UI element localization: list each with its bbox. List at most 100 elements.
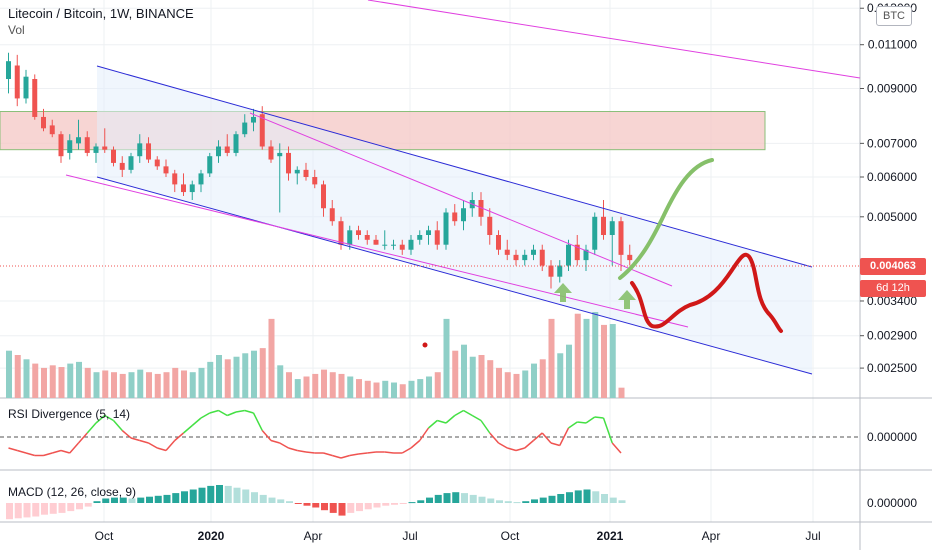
candle-body: [478, 200, 484, 217]
volume-bar: [137, 369, 144, 398]
rsi-segment: [104, 414, 114, 422]
volume-bar: [154, 373, 161, 398]
rsi-segment: [112, 420, 123, 431]
candle-body: [286, 152, 291, 174]
volume-bar: [391, 382, 397, 398]
rsi-segment: [541, 432, 552, 444]
macd-bar: [294, 503, 302, 504]
candle-body: [111, 149, 116, 163]
macd-bar: [461, 493, 468, 503]
candlesticks: [6, 52, 633, 289]
rsi-segment: [157, 447, 167, 452]
volume-bar: [618, 387, 625, 398]
rsi-segment: [349, 453, 359, 457]
candle-body: [49, 125, 55, 135]
macd-bar: [496, 500, 503, 503]
rsi-segment: [130, 437, 140, 442]
macd-bar: [41, 503, 48, 515]
rsi-segment: [270, 439, 280, 444]
volume-bar: [294, 379, 301, 398]
rsi-segment: [25, 452, 35, 457]
rsi-segment: [17, 449, 27, 454]
candle-body: [23, 76, 29, 99]
candle-body: [443, 212, 449, 245]
volume-bar: [557, 353, 564, 398]
candle-body: [154, 159, 160, 167]
volume-bar: [259, 348, 266, 398]
y-tick-label: 0.005000: [867, 210, 917, 224]
volume-bar: [347, 376, 354, 398]
rsi-segment: [121, 429, 132, 439]
macd-bar: [513, 502, 521, 504]
macd-bar: [452, 492, 460, 503]
volume-bar: [566, 344, 572, 398]
candle-body: [452, 212, 458, 222]
candle-body: [102, 146, 108, 150]
volume-bar: [172, 367, 179, 398]
candle-body: [32, 79, 38, 117]
rsi-segment: [139, 439, 149, 444]
macd-bar: [137, 497, 145, 503]
volume-bar: [434, 372, 441, 398]
rsi-segment: [384, 451, 394, 454]
candle-body: [356, 230, 361, 236]
volume-bar: [93, 372, 100, 398]
rsi-segment: [568, 421, 578, 429]
candle-body: [548, 265, 554, 277]
volume-bar: [181, 370, 187, 398]
rsi-segment: [489, 432, 500, 444]
chart-drawings: [0, 0, 861, 375]
volume-bar: [76, 361, 82, 398]
rsi-segment: [252, 412, 263, 431]
macd-bar: [67, 503, 75, 512]
volume-bar: [329, 372, 336, 398]
macd-bar: [198, 487, 206, 503]
candle-body: [364, 235, 370, 240]
candle-body: [609, 221, 615, 236]
macd-bar: [312, 503, 320, 508]
candle-body: [312, 177, 318, 185]
rsi-segment: [174, 432, 184, 442]
y-tick-label: 0.002500: [867, 361, 917, 375]
candle-body: [207, 156, 213, 174]
currency-button[interactable]: BTC: [876, 6, 912, 26]
candle-body: [627, 254, 633, 261]
volume-bar: [321, 369, 327, 398]
candle-body: [496, 235, 501, 250]
candle-body: [373, 239, 379, 245]
candle-body: [268, 146, 274, 160]
candle-body: [242, 122, 248, 135]
rsi-segment: [585, 416, 596, 424]
candle-body: [119, 162, 125, 170]
price-axis: 0.0130000.0110000.0090000.0070000.006000…: [860, 1, 917, 510]
rsi-segment: [340, 454, 350, 459]
channel-lower-line: [96, 176, 813, 375]
volume-bar: [233, 356, 240, 398]
rsi-segment: [95, 414, 106, 424]
rsi-segment: [602, 417, 613, 444]
macd-bar: [469, 494, 477, 503]
candle-body: [137, 143, 143, 157]
candle-body: [434, 230, 440, 245]
candle-body: [259, 114, 265, 147]
candle-body: [382, 244, 388, 246]
macd-bar: [286, 501, 293, 503]
rsi-segment: [148, 442, 158, 449]
rsi-segment: [480, 420, 491, 434]
macd-bar: [583, 489, 591, 503]
macd-bar: [408, 502, 416, 504]
macd-bar: [382, 503, 390, 506]
macd-bar: [119, 497, 127, 503]
candle-body: [216, 146, 221, 157]
y-tick-label: 0.007000: [867, 136, 917, 150]
volume-bar: [119, 373, 126, 398]
rsi-segment: [550, 442, 560, 447]
candle-body: [128, 156, 134, 170]
macd-bar: [566, 492, 573, 503]
candle-body: [181, 184, 186, 193]
last-price-tag: 0.004063: [860, 258, 926, 275]
rsi-segment: [611, 442, 622, 454]
rsi-segment: [165, 440, 176, 451]
bullish-projection: [618, 158, 714, 280]
